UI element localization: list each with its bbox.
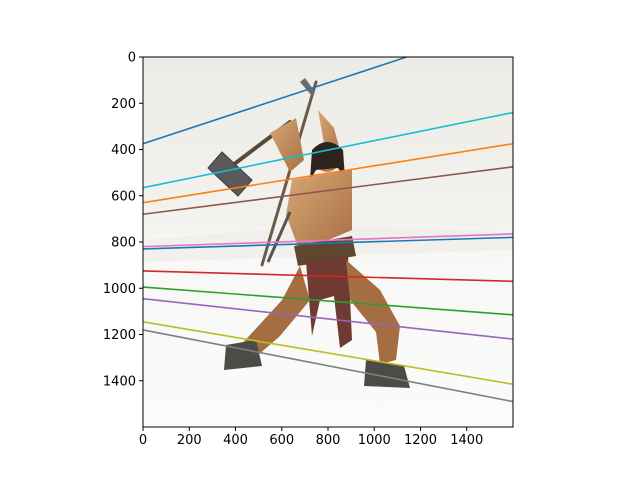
series-lines <box>143 57 513 403</box>
y-tick-label: 400 <box>111 143 136 158</box>
series-line-3 <box>143 142 513 204</box>
x-tick-label: 800 <box>316 433 341 448</box>
series-line-10 <box>143 320 513 386</box>
x-tick-label: 1000 <box>358 433 391 448</box>
series-line-4 <box>143 166 513 216</box>
series-line-11 <box>143 329 513 403</box>
series-line-7 <box>143 270 513 283</box>
y-tick-label: 800 <box>111 236 136 251</box>
x-tick-label: 200 <box>177 433 202 448</box>
series-line-9 <box>143 297 513 340</box>
x-tick-label: 1400 <box>450 433 483 448</box>
y-tick-label: 1200 <box>103 328 136 343</box>
series-line-1 <box>143 57 407 145</box>
x-tick-label: 0 <box>139 433 147 448</box>
y-tick-label: 600 <box>111 189 136 204</box>
series-line-6 <box>143 236 513 250</box>
y-tick-label: 1400 <box>103 374 136 389</box>
x-axis-ticks: 0 200 400 600 800 1000 1200 1400 <box>139 427 483 448</box>
x-tick-label: 400 <box>223 433 248 448</box>
x-tick-label: 600 <box>269 433 294 448</box>
series-line-2 <box>143 111 513 189</box>
y-tick-label: 200 <box>111 97 136 112</box>
y-tick-label: 0 <box>128 51 136 66</box>
x-tick-label: 1200 <box>404 433 437 448</box>
series-line-5 <box>143 233 513 248</box>
series-line-8 <box>143 286 513 316</box>
y-tick-label: 1000 <box>103 282 136 297</box>
y-axis-ticks: 0 200 400 600 800 1000 1200 1400 <box>103 51 143 389</box>
